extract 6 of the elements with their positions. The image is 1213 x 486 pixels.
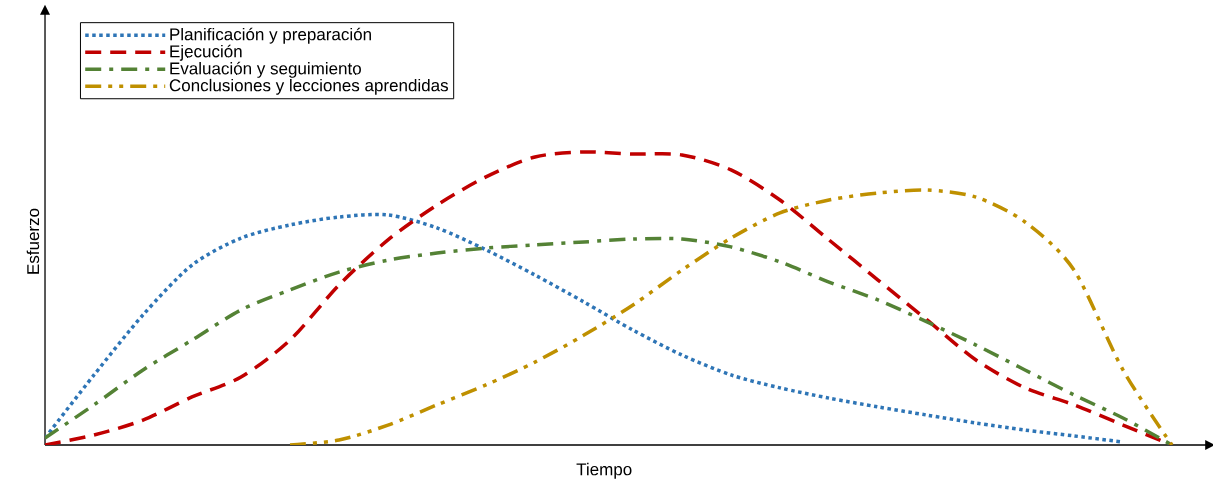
x-axis-title: Tiempo xyxy=(576,462,632,479)
legend-label: Planificación y preparación xyxy=(170,27,371,44)
legend-label: Ejecución xyxy=(170,44,242,61)
legend-label: Evaluación y seguimiento xyxy=(170,61,361,78)
y-axis-title: Esfuerzo xyxy=(26,208,40,274)
legend-label: Conclusiones y lecciones aprendidas xyxy=(169,78,448,95)
